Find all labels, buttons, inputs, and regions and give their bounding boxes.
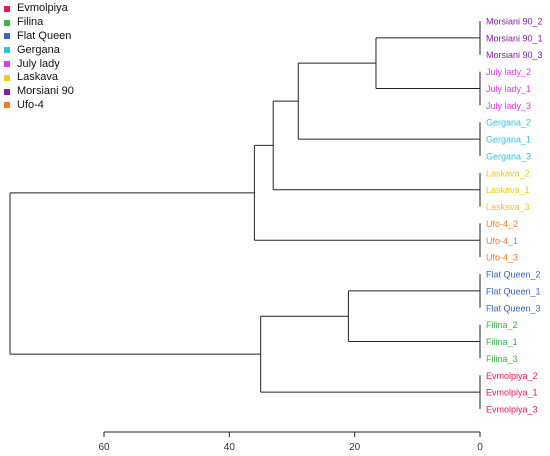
leaf-label: Morsiani 90_2 xyxy=(486,17,543,27)
leaf-label: Morsiani 90_1 xyxy=(486,33,543,43)
legend-item: Laskava xyxy=(4,71,74,85)
legend-swatch xyxy=(4,5,10,12)
legend-label: Morsiani 90 xyxy=(17,85,74,98)
leaf-label: July lady_2 xyxy=(486,67,531,77)
leaf-label: Laskava_1 xyxy=(486,185,530,195)
legend-swatch xyxy=(4,88,10,95)
leaf-label: Gergana_3 xyxy=(486,151,531,161)
leaf-label: Filina_3 xyxy=(486,354,518,364)
leaf-label: Ufo-4_1 xyxy=(486,236,518,246)
legend-swatch xyxy=(4,47,10,54)
leaf-label: Ufo-4_2 xyxy=(486,219,518,229)
legend-item: July lady xyxy=(4,57,74,71)
leaf-label: Laskava_2 xyxy=(486,168,530,178)
legend-swatch xyxy=(4,74,10,81)
legend-label: Laskava xyxy=(17,71,58,84)
leaf-label: Evmolpiya_2 xyxy=(486,371,538,381)
legend-label: Filina xyxy=(17,16,44,29)
x-tick-label: 20 xyxy=(349,442,361,453)
leaf-label: Filina_1 xyxy=(486,337,518,347)
legend-label: Gergana xyxy=(17,43,60,56)
leaf-label: July lady_3 xyxy=(486,101,531,111)
legend-item: Morsiani 90 xyxy=(4,85,74,99)
leaf-label: Flat Queen_1 xyxy=(486,286,541,296)
leaf-label: Laskava_3 xyxy=(486,202,530,212)
legend-label: Flat Queen xyxy=(17,29,72,42)
x-tick-label: 0 xyxy=(477,442,483,453)
legend: Evmolpiya Filina Flat Queen Gergana July lad… xyxy=(4,2,74,112)
legend-label: Ufo-4 xyxy=(17,98,44,111)
legend-label: Evmolpiya xyxy=(17,2,68,15)
x-tick-label: 60 xyxy=(98,442,110,453)
legend-swatch xyxy=(4,61,10,68)
leaf-label: July lady_1 xyxy=(486,84,531,94)
legend-swatch xyxy=(4,102,10,109)
legend-item: Filina xyxy=(4,16,74,30)
leaf-label: Filina_2 xyxy=(486,320,518,330)
legend-item: Evmolpiya xyxy=(4,2,74,16)
leaf-label: Ufo-4_3 xyxy=(486,253,518,263)
leaf-label: Evmolpiya_3 xyxy=(486,405,538,415)
legend-label: July lady xyxy=(17,57,60,70)
leaf-label: Flat Queen_3 xyxy=(486,303,541,313)
legend-swatch xyxy=(4,33,10,40)
legend-item: Flat Queen xyxy=(4,30,74,44)
leaf-label: Evmolpiya_1 xyxy=(486,388,538,398)
legend-item: Gergana xyxy=(4,43,74,57)
leaf-label: Morsiani 90_3 xyxy=(486,50,543,60)
legend-swatch xyxy=(4,19,10,26)
leaf-label: Gergana_2 xyxy=(486,118,531,128)
x-tick-label: 40 xyxy=(224,442,236,453)
legend-item: Ufo-4 xyxy=(4,99,74,113)
leaf-label: Flat Queen_2 xyxy=(486,270,541,280)
leaf-label: Gergana_1 xyxy=(486,135,531,145)
